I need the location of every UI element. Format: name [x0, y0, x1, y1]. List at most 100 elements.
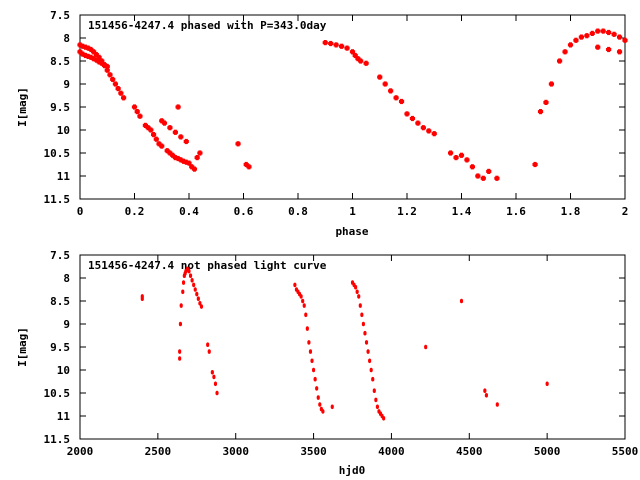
- data-point: [153, 136, 159, 142]
- data-point: [112, 81, 119, 87]
- data-point: [453, 155, 459, 161]
- data-point: [431, 131, 437, 137]
- data-point: [355, 289, 359, 295]
- data-point: [137, 113, 143, 119]
- data-point: [190, 278, 194, 283]
- data-point: [398, 98, 405, 105]
- data-point: [316, 395, 320, 400]
- data-point: [382, 416, 386, 421]
- x-tick-label: 0.8: [288, 205, 308, 218]
- data-point: [96, 54, 102, 60]
- y-tick-label: 8: [63, 32, 70, 45]
- y-axis-label: I[mag]: [16, 327, 29, 367]
- data-point: [545, 381, 549, 387]
- data-point: [313, 376, 317, 382]
- data-point: [318, 402, 322, 407]
- data-point: [388, 88, 394, 94]
- x-tick-label: 5000: [534, 445, 561, 458]
- data-point: [557, 58, 563, 64]
- data-point: [210, 370, 214, 375]
- data-point: [483, 388, 487, 394]
- data-point: [595, 44, 601, 50]
- y-tick-label: 10: [57, 364, 70, 377]
- data-point: [302, 303, 306, 308]
- data-point: [167, 125, 173, 131]
- data-point: [374, 397, 378, 403]
- data-point: [480, 175, 486, 181]
- x-tick-label: 0.2: [125, 205, 145, 218]
- x-tick-label: 2500: [145, 445, 172, 458]
- data-point: [181, 280, 186, 285]
- data-point: [315, 386, 319, 391]
- x-axis-ticks: 0 0.2 0.4 0.6 0.8 1 1.2 1.4 1.6 1.8 2: [77, 15, 629, 218]
- data-point: [161, 120, 168, 126]
- y-tick-label: 8: [63, 272, 70, 285]
- data-point: [426, 128, 432, 134]
- data-point: [622, 37, 628, 43]
- data-point: [361, 321, 365, 327]
- data-point: [375, 404, 380, 410]
- x-tick-label: 0: [77, 205, 84, 218]
- data-point: [212, 374, 216, 380]
- x-tick-label: 0.6: [234, 205, 254, 218]
- data-point: [118, 90, 124, 96]
- x-axis-label: hjd0: [339, 464, 366, 477]
- data-point: [215, 390, 219, 396]
- data-point: [194, 155, 200, 161]
- data-point: [409, 115, 416, 122]
- y-axis-ticks: 7.5 8 8.5 9 9.5 10 10.5 11 11.5: [44, 249, 625, 446]
- chart-title: 151456-4247.4 not phased light curve: [88, 259, 327, 272]
- x-tick-label: 5500: [612, 445, 639, 458]
- data-point: [305, 326, 309, 331]
- data-point: [301, 298, 305, 304]
- data-point: [371, 376, 375, 382]
- data-point: [484, 393, 489, 398]
- data-point: [578, 34, 584, 40]
- data-point: [310, 358, 314, 364]
- data-point: [548, 81, 555, 87]
- x-axis-label: phase: [335, 225, 368, 238]
- data-point: [448, 150, 454, 156]
- data-point: [91, 49, 97, 55]
- data-point: [246, 164, 252, 170]
- data-point: [458, 152, 465, 158]
- y-tick-label: 9: [63, 318, 70, 331]
- data-point: [110, 76, 116, 82]
- data-point: [213, 381, 218, 387]
- y-tick-label: 10.5: [44, 387, 71, 400]
- x-tick-label: 2000: [67, 445, 94, 458]
- data-point: [304, 312, 308, 318]
- data-point: [606, 29, 612, 36]
- data-point: [150, 132, 157, 138]
- y-tick-label: 10: [57, 124, 70, 137]
- data-point: [193, 287, 197, 292]
- data-point: [616, 34, 623, 40]
- y-tick-label: 7.5: [50, 9, 70, 22]
- x-tick-label: 2: [622, 205, 629, 218]
- data-point: [357, 294, 361, 299]
- data-point: [195, 291, 199, 297]
- x-tick-label: 1.2: [397, 205, 417, 218]
- y-tick-label: 8.5: [50, 55, 70, 68]
- data-point: [121, 95, 127, 101]
- data-point: [589, 30, 595, 36]
- data-point: [199, 304, 204, 309]
- data-point: [420, 125, 426, 131]
- data-point: [363, 60, 369, 66]
- data-point: [131, 104, 138, 110]
- data-point: [369, 367, 373, 373]
- y-tick-label: 9.5: [50, 341, 70, 354]
- data-point: [330, 404, 334, 410]
- data-point: [600, 28, 606, 34]
- data-point: [464, 157, 470, 163]
- data-point: [469, 164, 475, 170]
- data-point: [181, 289, 185, 295]
- data-point: [235, 141, 241, 147]
- y-tick-label: 8.5: [50, 295, 70, 308]
- x-tick-label: 1: [349, 205, 356, 218]
- y-tick-label: 11.5: [44, 193, 71, 206]
- data-point: [299, 294, 303, 299]
- data-point: [372, 388, 376, 394]
- data-point: [404, 111, 410, 117]
